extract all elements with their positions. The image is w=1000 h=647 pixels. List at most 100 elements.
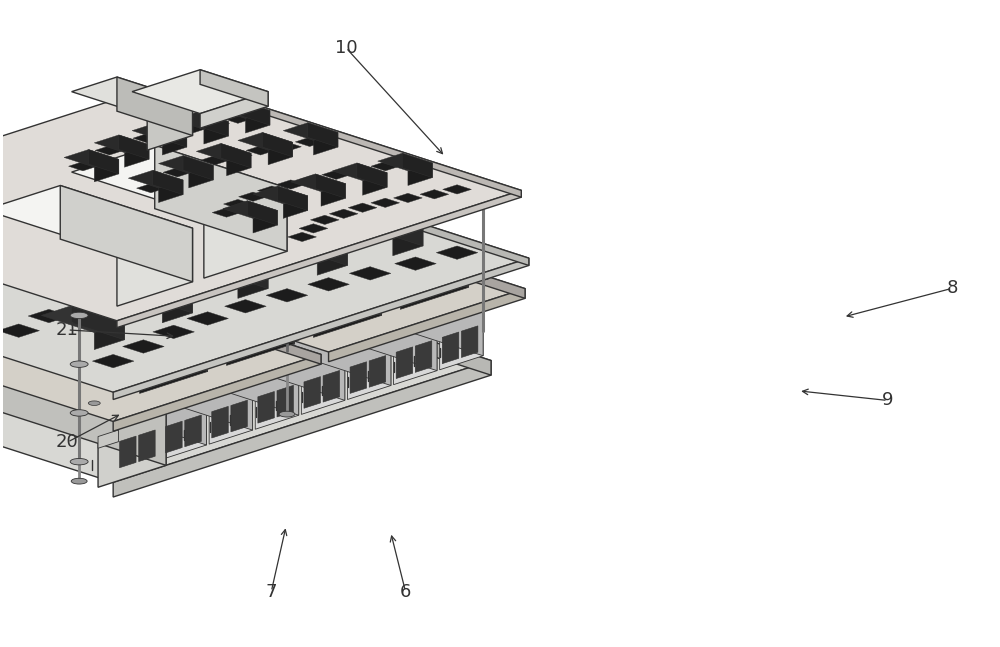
Polygon shape	[114, 140, 143, 149]
Polygon shape	[64, 149, 119, 167]
Polygon shape	[225, 300, 266, 313]
Polygon shape	[264, 232, 347, 258]
Polygon shape	[196, 144, 251, 161]
Polygon shape	[0, 258, 208, 371]
Polygon shape	[139, 349, 253, 430]
Polygon shape	[280, 291, 437, 341]
Polygon shape	[4, 379, 160, 430]
Polygon shape	[329, 209, 358, 219]
Polygon shape	[98, 202, 381, 316]
Polygon shape	[255, 371, 299, 429]
Polygon shape	[140, 349, 208, 393]
Polygon shape	[185, 415, 201, 446]
Text: 8: 8	[947, 280, 958, 297]
Polygon shape	[295, 232, 347, 265]
Polygon shape	[98, 430, 118, 448]
Polygon shape	[0, 80, 521, 321]
Polygon shape	[201, 155, 230, 165]
Polygon shape	[113, 258, 529, 399]
Polygon shape	[215, 254, 268, 289]
Polygon shape	[273, 142, 301, 151]
Polygon shape	[0, 239, 321, 364]
Polygon shape	[113, 355, 321, 431]
Polygon shape	[159, 156, 213, 173]
Polygon shape	[132, 70, 268, 114]
Ellipse shape	[279, 411, 295, 417]
Polygon shape	[155, 129, 184, 138]
Polygon shape	[238, 272, 268, 298]
Polygon shape	[174, 112, 228, 129]
Polygon shape	[160, 206, 202, 219]
Polygon shape	[185, 334, 299, 415]
Polygon shape	[0, 251, 39, 264]
Polygon shape	[283, 196, 308, 219]
Polygon shape	[227, 153, 251, 176]
Polygon shape	[137, 184, 165, 193]
Polygon shape	[94, 159, 119, 182]
Polygon shape	[258, 186, 286, 195]
Polygon shape	[128, 170, 183, 188]
Polygon shape	[278, 186, 308, 210]
Polygon shape	[215, 101, 270, 118]
Polygon shape	[371, 198, 400, 208]
Polygon shape	[317, 248, 347, 275]
Polygon shape	[283, 123, 338, 140]
Polygon shape	[117, 228, 193, 306]
Polygon shape	[291, 174, 346, 192]
Polygon shape	[310, 215, 339, 225]
Polygon shape	[177, 80, 521, 197]
Polygon shape	[200, 92, 268, 128]
Polygon shape	[58, 294, 100, 308]
Polygon shape	[89, 149, 119, 174]
Polygon shape	[224, 114, 252, 124]
Polygon shape	[400, 265, 468, 309]
Text: 10: 10	[335, 39, 357, 57]
Polygon shape	[0, 324, 39, 337]
Polygon shape	[443, 185, 471, 194]
Polygon shape	[123, 340, 164, 353]
Polygon shape	[301, 356, 345, 414]
Polygon shape	[178, 124, 207, 133]
Polygon shape	[323, 371, 340, 402]
Polygon shape	[348, 203, 377, 212]
Polygon shape	[348, 166, 377, 176]
Polygon shape	[350, 362, 367, 393]
Text: 6: 6	[400, 583, 411, 600]
Polygon shape	[206, 196, 247, 210]
Ellipse shape	[70, 313, 88, 318]
Polygon shape	[262, 133, 293, 157]
Ellipse shape	[51, 267, 62, 271]
Polygon shape	[188, 320, 345, 371]
Polygon shape	[440, 312, 483, 370]
Polygon shape	[163, 168, 192, 177]
Polygon shape	[109, 279, 193, 305]
Polygon shape	[92, 281, 134, 294]
Polygon shape	[204, 122, 228, 144]
Polygon shape	[96, 349, 253, 400]
Polygon shape	[332, 163, 387, 181]
Polygon shape	[278, 305, 391, 386]
Polygon shape	[266, 289, 308, 302]
Ellipse shape	[70, 410, 88, 416]
Polygon shape	[420, 190, 449, 199]
Polygon shape	[142, 334, 299, 386]
Polygon shape	[300, 226, 342, 240]
Polygon shape	[299, 224, 328, 233]
Polygon shape	[342, 215, 383, 229]
Ellipse shape	[88, 401, 100, 406]
Ellipse shape	[15, 258, 30, 263]
Polygon shape	[60, 186, 193, 282]
Polygon shape	[117, 190, 521, 327]
Polygon shape	[442, 332, 459, 364]
Polygon shape	[119, 135, 149, 159]
Polygon shape	[308, 278, 349, 291]
Polygon shape	[189, 166, 213, 188]
Polygon shape	[371, 162, 400, 171]
Polygon shape	[295, 137, 324, 146]
Ellipse shape	[71, 410, 87, 416]
Polygon shape	[277, 386, 293, 417]
Polygon shape	[159, 180, 183, 203]
Polygon shape	[0, 258, 208, 371]
Polygon shape	[153, 170, 183, 195]
Polygon shape	[324, 291, 437, 371]
